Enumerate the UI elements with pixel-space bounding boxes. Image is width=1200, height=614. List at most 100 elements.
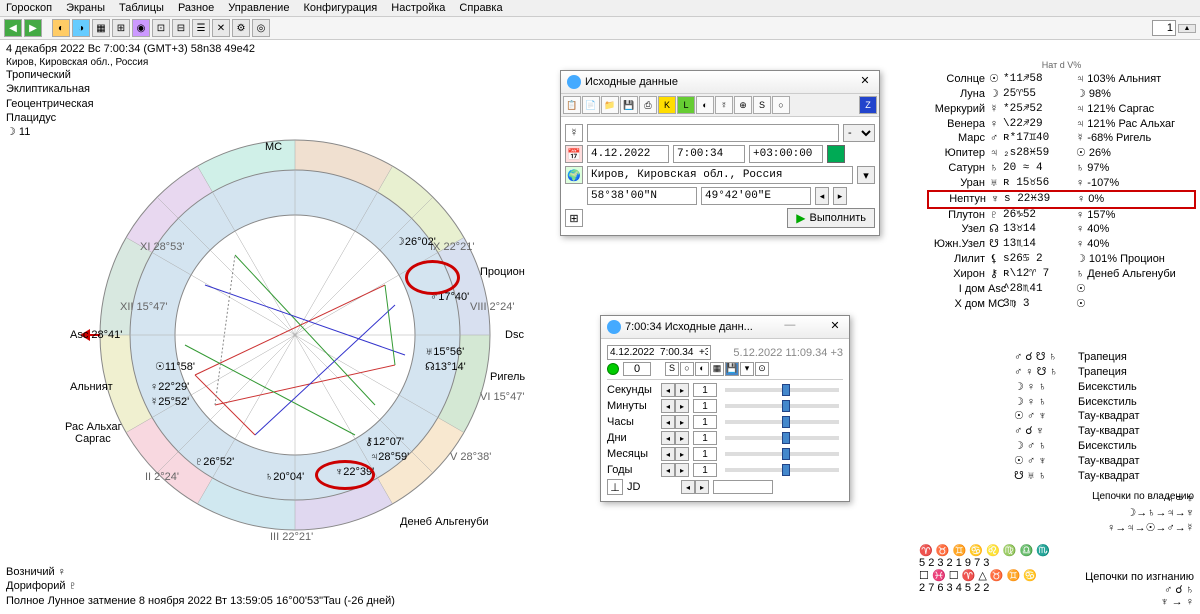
inc[interactable]: ▸ <box>695 480 709 494</box>
svg-text:Asc 28°41': Asc 28°41' <box>70 329 122 341</box>
toolbar: ◀ ▶ ◐ ◑ ▦ ⊞ ◉ ⊡ ⊟ ☰ ✕ ⚙ ◎ ▲ <box>0 17 1200 40</box>
play-button[interactable] <box>607 363 619 375</box>
dec[interactable]: ◂ <box>661 447 675 461</box>
tb-btn[interactable]: ◐ <box>696 96 714 114</box>
time-input[interactable] <box>673 145 745 163</box>
dec[interactable]: ◂ <box>681 480 695 494</box>
type-select[interactable]: - <box>843 124 875 142</box>
mode-btn[interactable]: ⊙ <box>755 362 769 376</box>
tb-btn[interactable]: S <box>753 96 771 114</box>
inc[interactable]: ▸ <box>675 463 689 477</box>
nav-fwd-button[interactable]: ▶ <box>24 19 42 37</box>
planet-row: Венера♀\22♐29♃ 121% Рас Альхаг <box>929 117 1194 132</box>
nav-back-button[interactable]: ◀ <box>4 19 22 37</box>
time-val[interactable] <box>693 431 717 445</box>
menu-item[interactable]: Настройка <box>391 2 445 14</box>
close-button[interactable]: ✕ <box>827 319 843 335</box>
tool-btn[interactable]: ✕ <box>212 19 230 37</box>
time-val[interactable] <box>693 447 717 461</box>
coord-next[interactable]: ▸ <box>833 187 847 205</box>
svg-text:MC: MC <box>265 141 282 153</box>
menu-item[interactable]: Экраны <box>66 2 105 14</box>
inc[interactable]: ▸ <box>675 399 689 413</box>
tb-btn[interactable]: K <box>658 96 676 114</box>
execute-button[interactable]: ▶Выполнить <box>787 208 875 228</box>
tool-btn[interactable]: ◎ <box>252 19 270 37</box>
time-val[interactable] <box>693 383 717 397</box>
menu-item[interactable]: Таблицы <box>119 2 164 14</box>
inc[interactable]: ▸ <box>675 447 689 461</box>
planet-row: Сатурн♄ 20 ≈ 4♄ 97% <box>929 161 1194 176</box>
minimize-button[interactable]: — <box>782 319 798 335</box>
inc[interactable]: ▸ <box>675 431 689 445</box>
time-val[interactable] <box>693 415 717 429</box>
aspect-row: ♂ ☌ ☋ ♄Трапеция <box>1014 350 1194 365</box>
tool-btn[interactable]: ▦ <box>92 19 110 37</box>
menu-item[interactable]: Конфигурация <box>303 2 377 14</box>
inc[interactable]: ▸ <box>675 383 689 397</box>
tool-btn[interactable]: ⊡ <box>152 19 170 37</box>
tool-btn[interactable]: ◐ <box>52 19 70 37</box>
mode-btn[interactable]: ○ <box>680 362 694 376</box>
tb-btn[interactable]: 📄 <box>582 96 600 114</box>
tb-btn[interactable]: ⎙ <box>639 96 657 114</box>
tb-btn[interactable]: ☿ <box>715 96 733 114</box>
city-input[interactable] <box>587 166 853 184</box>
menu-item[interactable]: Гороскоп <box>6 2 52 14</box>
chart-date: 4 декабря 2022 Вс 7:00:34 (GMT+3) 58n38 … <box>6 42 1194 56</box>
mode-btn[interactable]: ▦ <box>710 362 724 376</box>
tb-btn[interactable]: ○ <box>772 96 790 114</box>
tool-btn[interactable]: ◉ <box>132 19 150 37</box>
mode-btn[interactable]: S <box>665 362 679 376</box>
date2-label: 5.12.2022 11:09.34 +3 <box>715 347 843 359</box>
mode-btn[interactable]: ◐ <box>695 362 709 376</box>
coord-prev[interactable]: ◂ <box>815 187 829 205</box>
time-slider[interactable] <box>725 388 839 392</box>
tool-btn[interactable]: ☰ <box>192 19 210 37</box>
city-dropdown[interactable]: ▾ <box>857 166 875 184</box>
tb-btn[interactable]: 📋 <box>563 96 581 114</box>
time-slider[interactable] <box>725 404 839 408</box>
tb-btn[interactable]: Z <box>859 96 877 114</box>
zero-input[interactable] <box>623 362 651 376</box>
menu-item[interactable]: Управление <box>228 2 289 14</box>
time-slider[interactable] <box>725 420 839 424</box>
spin-up[interactable]: ▲ <box>1178 24 1196 33</box>
time-slider[interactable] <box>725 452 839 456</box>
date-input[interactable] <box>587 145 669 163</box>
tb-btn[interactable]: 💾 <box>620 96 638 114</box>
tool-btn[interactable]: ⊟ <box>172 19 190 37</box>
menu-item[interactable]: Справка <box>459 2 502 14</box>
time-label: Минуты <box>607 400 657 412</box>
aspect-row: ☽ ♀ ♄Бисекстиль <box>1014 380 1194 395</box>
lat-input[interactable] <box>587 187 697 205</box>
dec[interactable]: ◂ <box>661 463 675 477</box>
tool-btn[interactable]: ◑ <box>72 19 90 37</box>
time-slider[interactable] <box>725 468 839 472</box>
mode-btn[interactable]: 💾 <box>725 362 739 376</box>
time-val[interactable] <box>693 463 717 477</box>
page-number-input[interactable] <box>1152 20 1176 36</box>
time-val[interactable] <box>693 399 717 413</box>
tool-btn[interactable]: ⚙ <box>232 19 250 37</box>
inc[interactable]: ▸ <box>675 415 689 429</box>
dec[interactable]: ◂ <box>661 383 675 397</box>
tz-input[interactable] <box>749 145 823 163</box>
date1-input[interactable] <box>607 345 711 360</box>
mode-btn[interactable]: ▾ <box>740 362 754 376</box>
dec[interactable]: ◂ <box>661 399 675 413</box>
tb-btn[interactable]: ⊕ <box>734 96 752 114</box>
tb-btn[interactable]: 📁 <box>601 96 619 114</box>
name-input[interactable] <box>587 124 839 142</box>
dec[interactable]: ◂ <box>661 431 675 445</box>
jd-toggle[interactable]: ⊥ <box>607 479 623 495</box>
close-button[interactable]: ✕ <box>857 74 873 90</box>
tb-btn[interactable]: L <box>677 96 695 114</box>
lon-input[interactable] <box>701 187 811 205</box>
menu-item[interactable]: Разное <box>178 2 214 14</box>
time-slider[interactable] <box>725 436 839 440</box>
jd-input[interactable] <box>713 480 773 494</box>
svg-text:♄20°04': ♄20°04' <box>265 471 304 483</box>
tool-btn[interactable]: ⊞ <box>112 19 130 37</box>
dec[interactable]: ◂ <box>661 415 675 429</box>
